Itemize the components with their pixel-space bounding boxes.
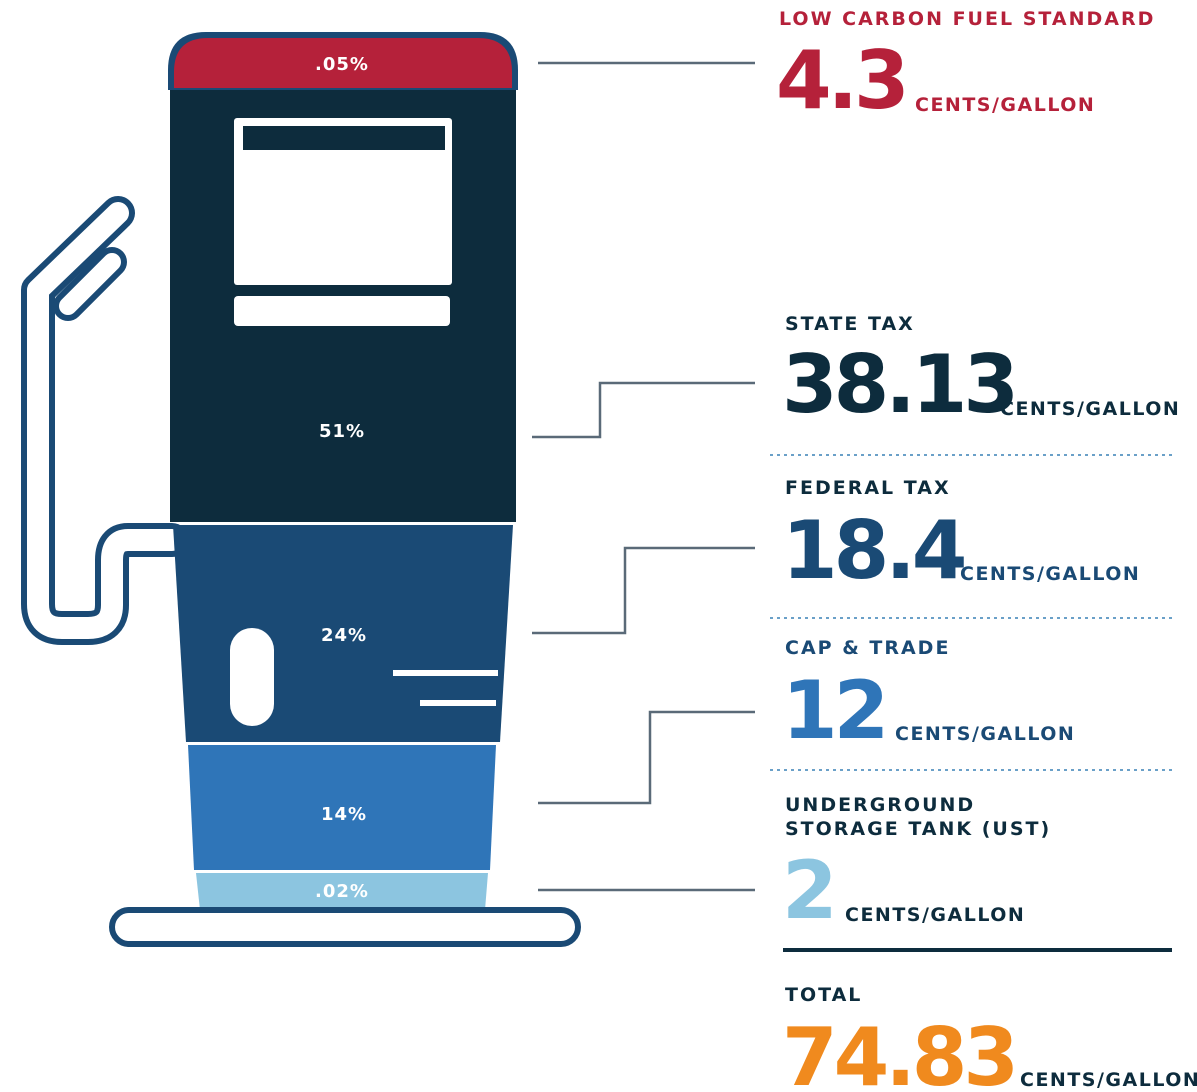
total-name: TOTAL xyxy=(785,984,862,1006)
card-slot xyxy=(234,296,450,326)
segment-cap xyxy=(188,745,496,870)
total-value: 74.83 xyxy=(782,1011,1015,1092)
total-unit: CENTS/GALLON xyxy=(1020,1069,1197,1091)
segment-lcfs xyxy=(174,38,512,88)
item-value: 18.4 xyxy=(782,504,964,597)
item-name: FEDERAL TAX xyxy=(785,477,951,499)
item-name: STATE TAX xyxy=(785,313,915,335)
segment-label: 24% xyxy=(321,625,367,646)
item-unit: CENTS/GALLON xyxy=(845,904,1025,926)
item-name: STORAGE TANK (UST) xyxy=(785,818,1051,840)
segment-ust xyxy=(196,873,488,910)
item-name: UNDERGROUND xyxy=(785,794,975,816)
screen xyxy=(234,118,452,285)
item-unit: CENTS/GALLON xyxy=(960,563,1140,585)
item-unit: CENTS/GALLON xyxy=(895,723,1075,745)
pump-base xyxy=(109,907,581,947)
item-name: LOW CARBON FUEL STANDARD xyxy=(779,8,1155,30)
connectors xyxy=(532,61,755,892)
segment-label: 14% xyxy=(321,804,367,825)
hose xyxy=(21,196,189,645)
item-value: 2 xyxy=(782,844,834,937)
segment-label: .05% xyxy=(315,54,369,75)
screen-bar xyxy=(243,126,445,150)
item-value: 4.3 xyxy=(776,34,906,127)
item-value: 38.13 xyxy=(782,338,1015,431)
segment-label: .02% xyxy=(315,881,369,902)
item-value: 12 xyxy=(782,664,885,757)
item-unit: CENTS/GALLON xyxy=(1000,398,1180,420)
item-name: CAP & TRADE xyxy=(785,637,950,659)
segment-label: 51% xyxy=(319,421,365,442)
nozzle-slot xyxy=(230,628,274,726)
item-unit: CENTS/GALLON xyxy=(915,94,1095,116)
